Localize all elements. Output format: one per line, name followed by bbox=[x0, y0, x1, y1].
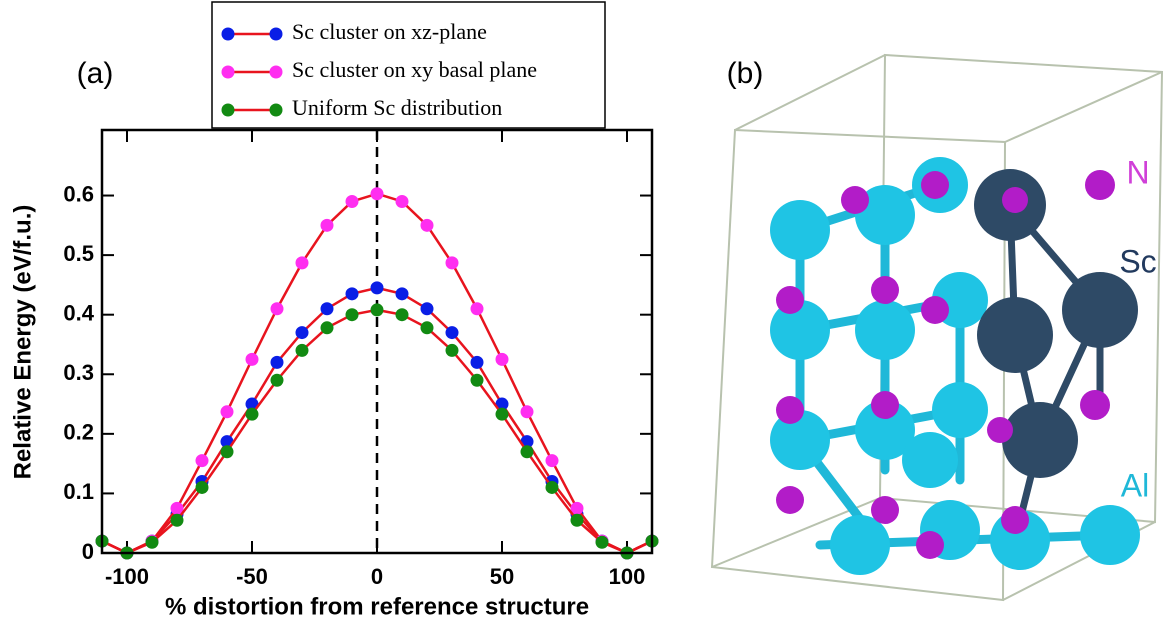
data-point bbox=[421, 321, 434, 334]
data-point bbox=[421, 302, 434, 315]
data-point bbox=[496, 353, 509, 366]
panel-label: (a) bbox=[77, 57, 114, 90]
atom-label: N bbox=[1126, 154, 1149, 190]
y-tick-label: 0.5 bbox=[63, 241, 94, 266]
data-point bbox=[246, 353, 259, 366]
data-point bbox=[471, 302, 484, 315]
data-point bbox=[321, 219, 334, 232]
data-point bbox=[346, 195, 359, 208]
y-tick-label: 0.1 bbox=[63, 479, 94, 504]
data-point bbox=[371, 303, 384, 316]
data-point bbox=[296, 256, 309, 269]
crystal-structure bbox=[712, 55, 1162, 600]
data-point bbox=[271, 356, 284, 369]
figure: (a) (b) % distortion from reference stru… bbox=[0, 0, 1167, 628]
data-point bbox=[171, 514, 184, 527]
data-point bbox=[521, 405, 534, 418]
data-point bbox=[396, 287, 409, 300]
data-point bbox=[371, 187, 384, 200]
legend-marker bbox=[270, 66, 283, 79]
y-tick-label: 0 bbox=[82, 539, 94, 564]
panel-label: (b) bbox=[727, 57, 764, 90]
legend-label: Sc cluster on xy basal plane bbox=[292, 57, 537, 82]
data-point bbox=[246, 408, 259, 421]
data-point bbox=[421, 219, 434, 232]
x-axis-label: % distortion from reference structure bbox=[165, 593, 589, 620]
data-point bbox=[296, 326, 309, 339]
y-axis-label: Relative Energy (eV/f.u.) bbox=[9, 205, 36, 480]
atom-label: Al bbox=[1121, 467, 1149, 503]
legend-label: Uniform Sc distribution bbox=[292, 95, 502, 120]
legend-marker bbox=[270, 28, 283, 41]
y-tick-label: 0.4 bbox=[63, 301, 94, 326]
data-point bbox=[396, 308, 409, 321]
data-point bbox=[271, 374, 284, 387]
data-point bbox=[271, 302, 284, 315]
data-point bbox=[196, 481, 209, 494]
data-point bbox=[546, 481, 559, 494]
legend-label: Sc cluster on xz-plane bbox=[292, 19, 487, 44]
data-point bbox=[596, 536, 609, 549]
x-tick-label: 50 bbox=[490, 564, 514, 589]
series-line bbox=[102, 310, 652, 553]
data-point bbox=[146, 536, 159, 549]
y-tick-label: 0.3 bbox=[63, 360, 94, 385]
data-point bbox=[471, 356, 484, 369]
data-point bbox=[446, 256, 459, 269]
data-point bbox=[221, 405, 234, 418]
atom-label: Sc bbox=[1119, 243, 1156, 279]
data-point bbox=[496, 408, 509, 421]
x-tick-label: -100 bbox=[105, 564, 149, 589]
data-point bbox=[471, 374, 484, 387]
y-tick-label: 0.2 bbox=[63, 420, 94, 445]
data-point bbox=[221, 445, 234, 458]
y-tick-label: 0.6 bbox=[63, 181, 94, 206]
data-point bbox=[521, 445, 534, 458]
legend-marker bbox=[222, 104, 235, 117]
legend-marker bbox=[222, 66, 235, 79]
data-point bbox=[346, 308, 359, 321]
data-point bbox=[321, 321, 334, 334]
x-tick-label: -50 bbox=[236, 564, 268, 589]
x-tick-label: 0 bbox=[371, 564, 383, 589]
legend-marker bbox=[222, 28, 235, 41]
data-point bbox=[571, 514, 584, 527]
data-point bbox=[446, 326, 459, 339]
data-point bbox=[346, 287, 359, 300]
x-tick-label: 100 bbox=[609, 564, 646, 589]
data-point bbox=[196, 454, 209, 467]
data-point bbox=[396, 195, 409, 208]
data-point bbox=[371, 281, 384, 294]
data-point bbox=[321, 302, 334, 315]
data-point bbox=[546, 454, 559, 467]
legend-marker bbox=[270, 104, 283, 117]
data-point bbox=[296, 344, 309, 357]
data-point bbox=[446, 344, 459, 357]
